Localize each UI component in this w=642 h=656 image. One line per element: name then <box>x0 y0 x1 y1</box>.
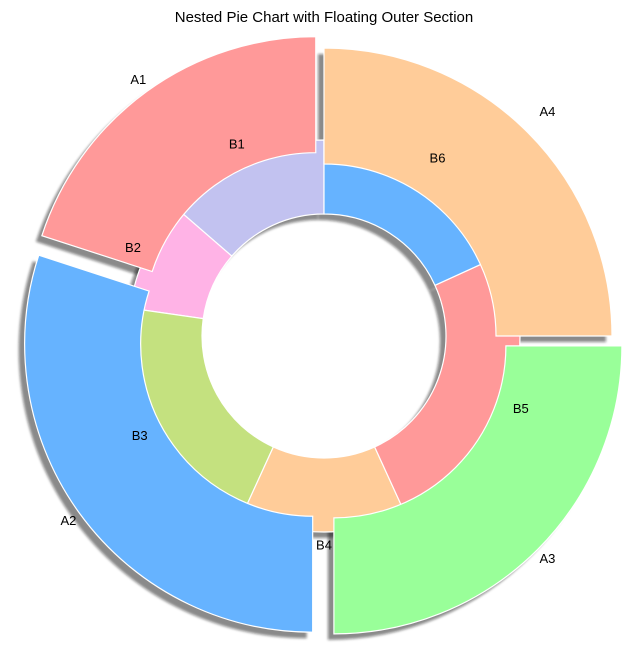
outer-ring <box>24 36 623 635</box>
inner-label-b2: B2 <box>125 240 141 255</box>
inner-label-b5: B5 <box>513 401 529 416</box>
inner-label-b1: B1 <box>229 136 245 151</box>
outer-wedge-a1 <box>41 36 317 273</box>
outer-wedge-a3 <box>333 345 623 635</box>
outer-label-a2: A2 <box>60 513 76 528</box>
outer-wedge-a2 <box>24 254 314 633</box>
outer-wedge-a4 <box>323 47 613 337</box>
outer-label-a4: A4 <box>539 104 555 119</box>
inner-label-b6: B6 <box>430 151 446 166</box>
inner-label-b4: B4 <box>316 537 332 552</box>
chart-title: Nested Pie Chart with Floating Outer Sec… <box>175 9 473 26</box>
outer-label-a1: A1 <box>130 72 146 87</box>
outer-label-a3: A3 <box>539 551 555 566</box>
inner-label-b3: B3 <box>132 428 148 443</box>
label-layer: A1 A2 A3 A4 B1 B2 B3 B4 B5 B6 <box>60 72 555 566</box>
